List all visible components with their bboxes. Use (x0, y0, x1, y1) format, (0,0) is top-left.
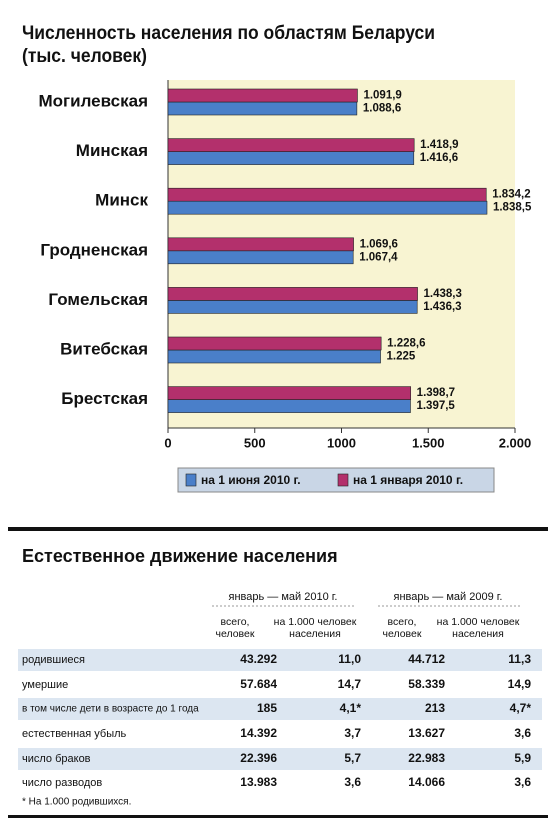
bar (167, 250, 354, 265)
cell: 11,0 (338, 652, 361, 666)
data-label: 1.416,6 (420, 152, 458, 164)
data-label: 1.438,3 (424, 288, 462, 300)
bar (167, 88, 358, 103)
data-label: 1.838,5 (493, 202, 532, 214)
cell: 4,7* (510, 701, 532, 715)
bar (167, 200, 488, 215)
cell: 13.627 (408, 726, 445, 740)
legend-swatch (185, 473, 197, 487)
bar (167, 399, 411, 413)
column-header: на 1.000 человек населения (437, 616, 520, 640)
cell: 5,7 (344, 751, 361, 765)
period-header: январь — май 2009 г. (394, 591, 503, 603)
row-band (18, 649, 542, 671)
x-tick-label: 2.000 (499, 435, 532, 450)
divider (8, 527, 548, 531)
cell: 13.983 (240, 775, 277, 789)
cell: 22.396 (240, 751, 277, 765)
column-header: всего, человек (216, 616, 255, 640)
cell: 14.066 (408, 775, 445, 789)
bar (167, 138, 415, 152)
cell: 58.339 (408, 677, 445, 691)
y-tick-label: Могилевская (39, 91, 148, 110)
cell: 5,9 (514, 751, 531, 765)
column-header: на 1.000 человек населения (274, 616, 357, 640)
divider (8, 815, 548, 818)
legend-swatch (337, 473, 349, 487)
row-label: в том числе дети в возрасте до 1 года (22, 704, 199, 715)
data-label: 1.091,9 (363, 90, 401, 102)
y-tick-label: Гродненская (40, 240, 148, 259)
y-tick-label: Минская (76, 141, 148, 160)
row-label: умершие (22, 679, 68, 691)
data-label: 1.834,2 (492, 189, 530, 201)
y-tick-label: Витебская (60, 339, 148, 358)
chart-title: Численность населения по областям Белару… (22, 23, 436, 67)
footnote: * На 1.000 родившихся. (22, 797, 131, 808)
y-tick-label: Гомельская (48, 290, 148, 309)
row-band (18, 698, 542, 720)
x-tick-label: 500 (244, 435, 266, 450)
bar (167, 237, 354, 252)
legend-label: на 1 июня 2010 г. (201, 473, 301, 487)
column-header: всего, человек (383, 616, 422, 640)
cell: 3,6 (514, 726, 531, 740)
bar (167, 101, 358, 116)
bar (167, 349, 381, 364)
cell: 185 (257, 701, 277, 715)
table-title: Естественное движение населения (22, 546, 338, 566)
data-label: 1.418,9 (420, 139, 458, 151)
bar (167, 300, 418, 314)
data-label: 1.225 (387, 351, 416, 363)
cell: 14,7 (338, 677, 362, 691)
period-header: январь — май 2010 г. (229, 591, 338, 603)
cell: 3,6 (344, 775, 361, 789)
data-label: 1.436,3 (423, 301, 461, 313)
data-label: 1.088,6 (363, 103, 401, 115)
cell: 11,3 (508, 652, 531, 666)
x-tick-label: 1000 (327, 435, 356, 450)
row-label: число разводов (22, 777, 102, 789)
y-tick-label: Минск (95, 191, 148, 210)
data-label: 1.398,7 (417, 387, 455, 399)
data-label: 1.067,4 (359, 251, 398, 263)
bar (167, 336, 382, 351)
row-band (18, 748, 542, 770)
x-tick-label: 0 (164, 435, 171, 450)
cell: 14.392 (240, 726, 277, 740)
cell: 44.712 (408, 652, 445, 666)
row-label: родившиеся (22, 654, 85, 666)
cell: 3,6 (514, 775, 531, 789)
data-label: 1.397,5 (416, 400, 455, 412)
cell: 22.983 (408, 751, 445, 765)
cell: 14,9 (508, 677, 532, 691)
bar (167, 151, 415, 165)
y-tick-label: Брестская (61, 389, 148, 408)
bar (167, 386, 411, 400)
bar (167, 187, 487, 202)
bar (167, 287, 418, 301)
cell: 43.292 (240, 652, 277, 666)
x-tick-label: 1.500 (412, 435, 445, 450)
cell: 213 (425, 701, 445, 715)
row-label: число браков (22, 753, 91, 765)
cell: 57.684 (240, 677, 277, 691)
legend-label: на 1 января 2010 г. (353, 473, 463, 487)
cell: 4,1* (340, 701, 362, 715)
data-label: 1.069,6 (360, 238, 398, 250)
legend-box (177, 467, 495, 493)
data-label: 1.228,6 (387, 338, 425, 350)
cell: 3,7 (344, 726, 361, 740)
row-label: естественная убыль (22, 728, 127, 740)
